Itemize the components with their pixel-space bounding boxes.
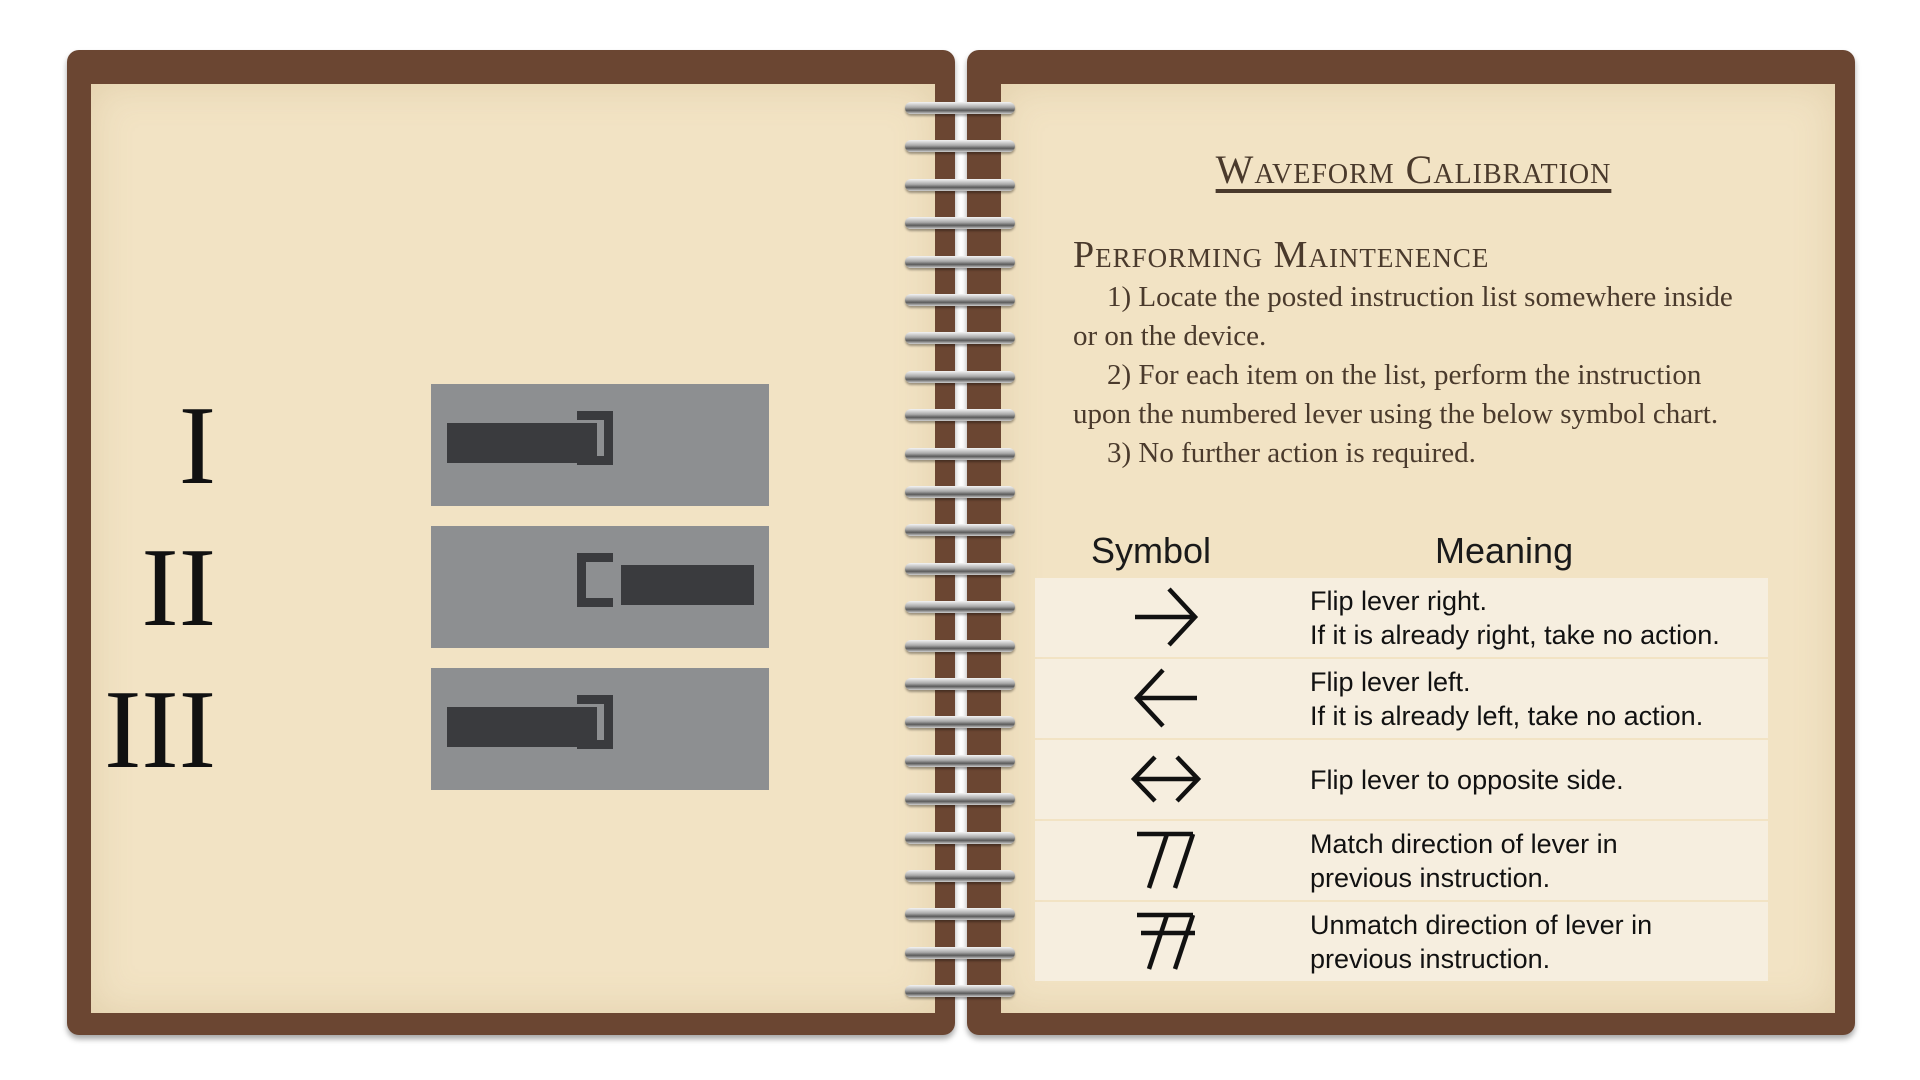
instruction-3: 3) No further action is required. [1107, 437, 1476, 469]
table-row: Match direction of lever in previous ins… [1035, 821, 1768, 900]
spiral-ring [905, 409, 1015, 422]
spiral-ring [905, 716, 1015, 729]
meaning-line: previous instruction. [1310, 862, 1551, 893]
section-heading: Performing Maintenence [1073, 234, 1490, 276]
spiral-ring [905, 754, 1015, 767]
meaning-line: If it is already left, take no action. [1310, 700, 1704, 731]
symbol-chart: Symbol Meaning Flip lever right. If it i… [1035, 530, 1768, 981]
spiral-ring [905, 332, 1015, 345]
left-page-paper: I II III [91, 84, 935, 1013]
spiral-ring [905, 102, 1015, 114]
instruction-2: 2) For each item on the list, perform th… [1073, 359, 1719, 430]
lever-3[interactable] [431, 668, 769, 790]
spiral-ring [905, 601, 1015, 614]
lever-row-1: I [91, 384, 991, 508]
spiral-ring [905, 370, 1015, 383]
spiral-ring [905, 870, 1015, 882]
lever-handle[interactable] [621, 565, 754, 605]
spiral-ring [905, 178, 1015, 191]
lever-clamp [577, 695, 613, 749]
lever-handle[interactable] [447, 707, 597, 747]
lever-row-3: III [91, 668, 991, 792]
meaning-cell: Flip lever left. If it is already left, … [1310, 659, 1760, 738]
spiral-ring [905, 217, 1015, 230]
spiral-ring [905, 793, 1015, 806]
header-meaning: Meaning [1435, 530, 1574, 571]
table-row: Flip lever to opposite side. [1035, 740, 1768, 819]
meaning-line: Flip lever right. [1310, 585, 1488, 616]
page-title: Waveform Calibration [1215, 147, 1612, 192]
meaning-line: Match direction of lever in [1310, 828, 1618, 859]
left-page-cover: I II III [67, 50, 955, 1035]
double-arrow-icon [1111, 746, 1221, 812]
spiral-ring [905, 140, 1015, 153]
spiral-ring [905, 678, 1015, 690]
lever-handle[interactable] [447, 423, 597, 463]
lever-2[interactable] [431, 526, 769, 648]
instruction-list: 1) Locate the posted instruction list so… [1073, 278, 1733, 473]
spiral-binding [905, 102, 1015, 1002]
instruction-1: 1) Locate the posted instruction list so… [1073, 281, 1733, 352]
arrow-left-icon [1111, 665, 1221, 731]
meaning-cell: Flip lever to opposite side. [1310, 740, 1760, 819]
table-row: Flip lever right. If it is already right… [1035, 578, 1768, 657]
lever-clamp [577, 411, 613, 465]
lever-clamp [577, 553, 613, 607]
spiral-ring [905, 447, 1015, 460]
spiral-ring [905, 908, 1015, 921]
lever-row-2: II [91, 526, 991, 650]
meaning-cell: Flip lever right. If it is already right… [1310, 578, 1760, 657]
spiral-ring [905, 524, 1015, 537]
meaning-cell: Match direction of lever in previous ins… [1310, 821, 1760, 900]
spiral-ring [905, 562, 1015, 575]
meaning-line: If it is already right, take no action. [1310, 619, 1720, 650]
lever-numeral: III [104, 668, 216, 792]
spiral-ring [905, 255, 1015, 268]
meaning-cell: Unmatch direction of lever in previous i… [1310, 902, 1760, 981]
spiral-ring [905, 946, 1015, 959]
table-row: Flip lever left. If it is already left, … [1035, 659, 1768, 738]
meaning-line: previous instruction. [1310, 943, 1551, 974]
table-header: Symbol Meaning [1035, 530, 1768, 576]
unmatch-slashes-icon [1111, 908, 1221, 974]
lever-1[interactable] [431, 384, 769, 506]
lever-numeral: I [178, 384, 216, 508]
table-row: Unmatch direction of lever in previous i… [1035, 902, 1768, 981]
meaning-line: Flip lever left. [1310, 666, 1471, 697]
meaning-line: Unmatch direction of lever in [1310, 909, 1653, 940]
spiral-ring [905, 486, 1015, 498]
match-slashes-icon [1111, 827, 1221, 893]
meaning-line: Flip lever to opposite side. [1310, 764, 1624, 795]
lever-numeral: II [141, 526, 216, 650]
spiral-ring [905, 985, 1015, 998]
spiral-ring [905, 831, 1015, 844]
spiral-ring [905, 294, 1015, 306]
spiral-ring [905, 639, 1015, 652]
arrow-right-icon [1111, 584, 1221, 650]
header-symbol: Symbol [1091, 530, 1212, 571]
